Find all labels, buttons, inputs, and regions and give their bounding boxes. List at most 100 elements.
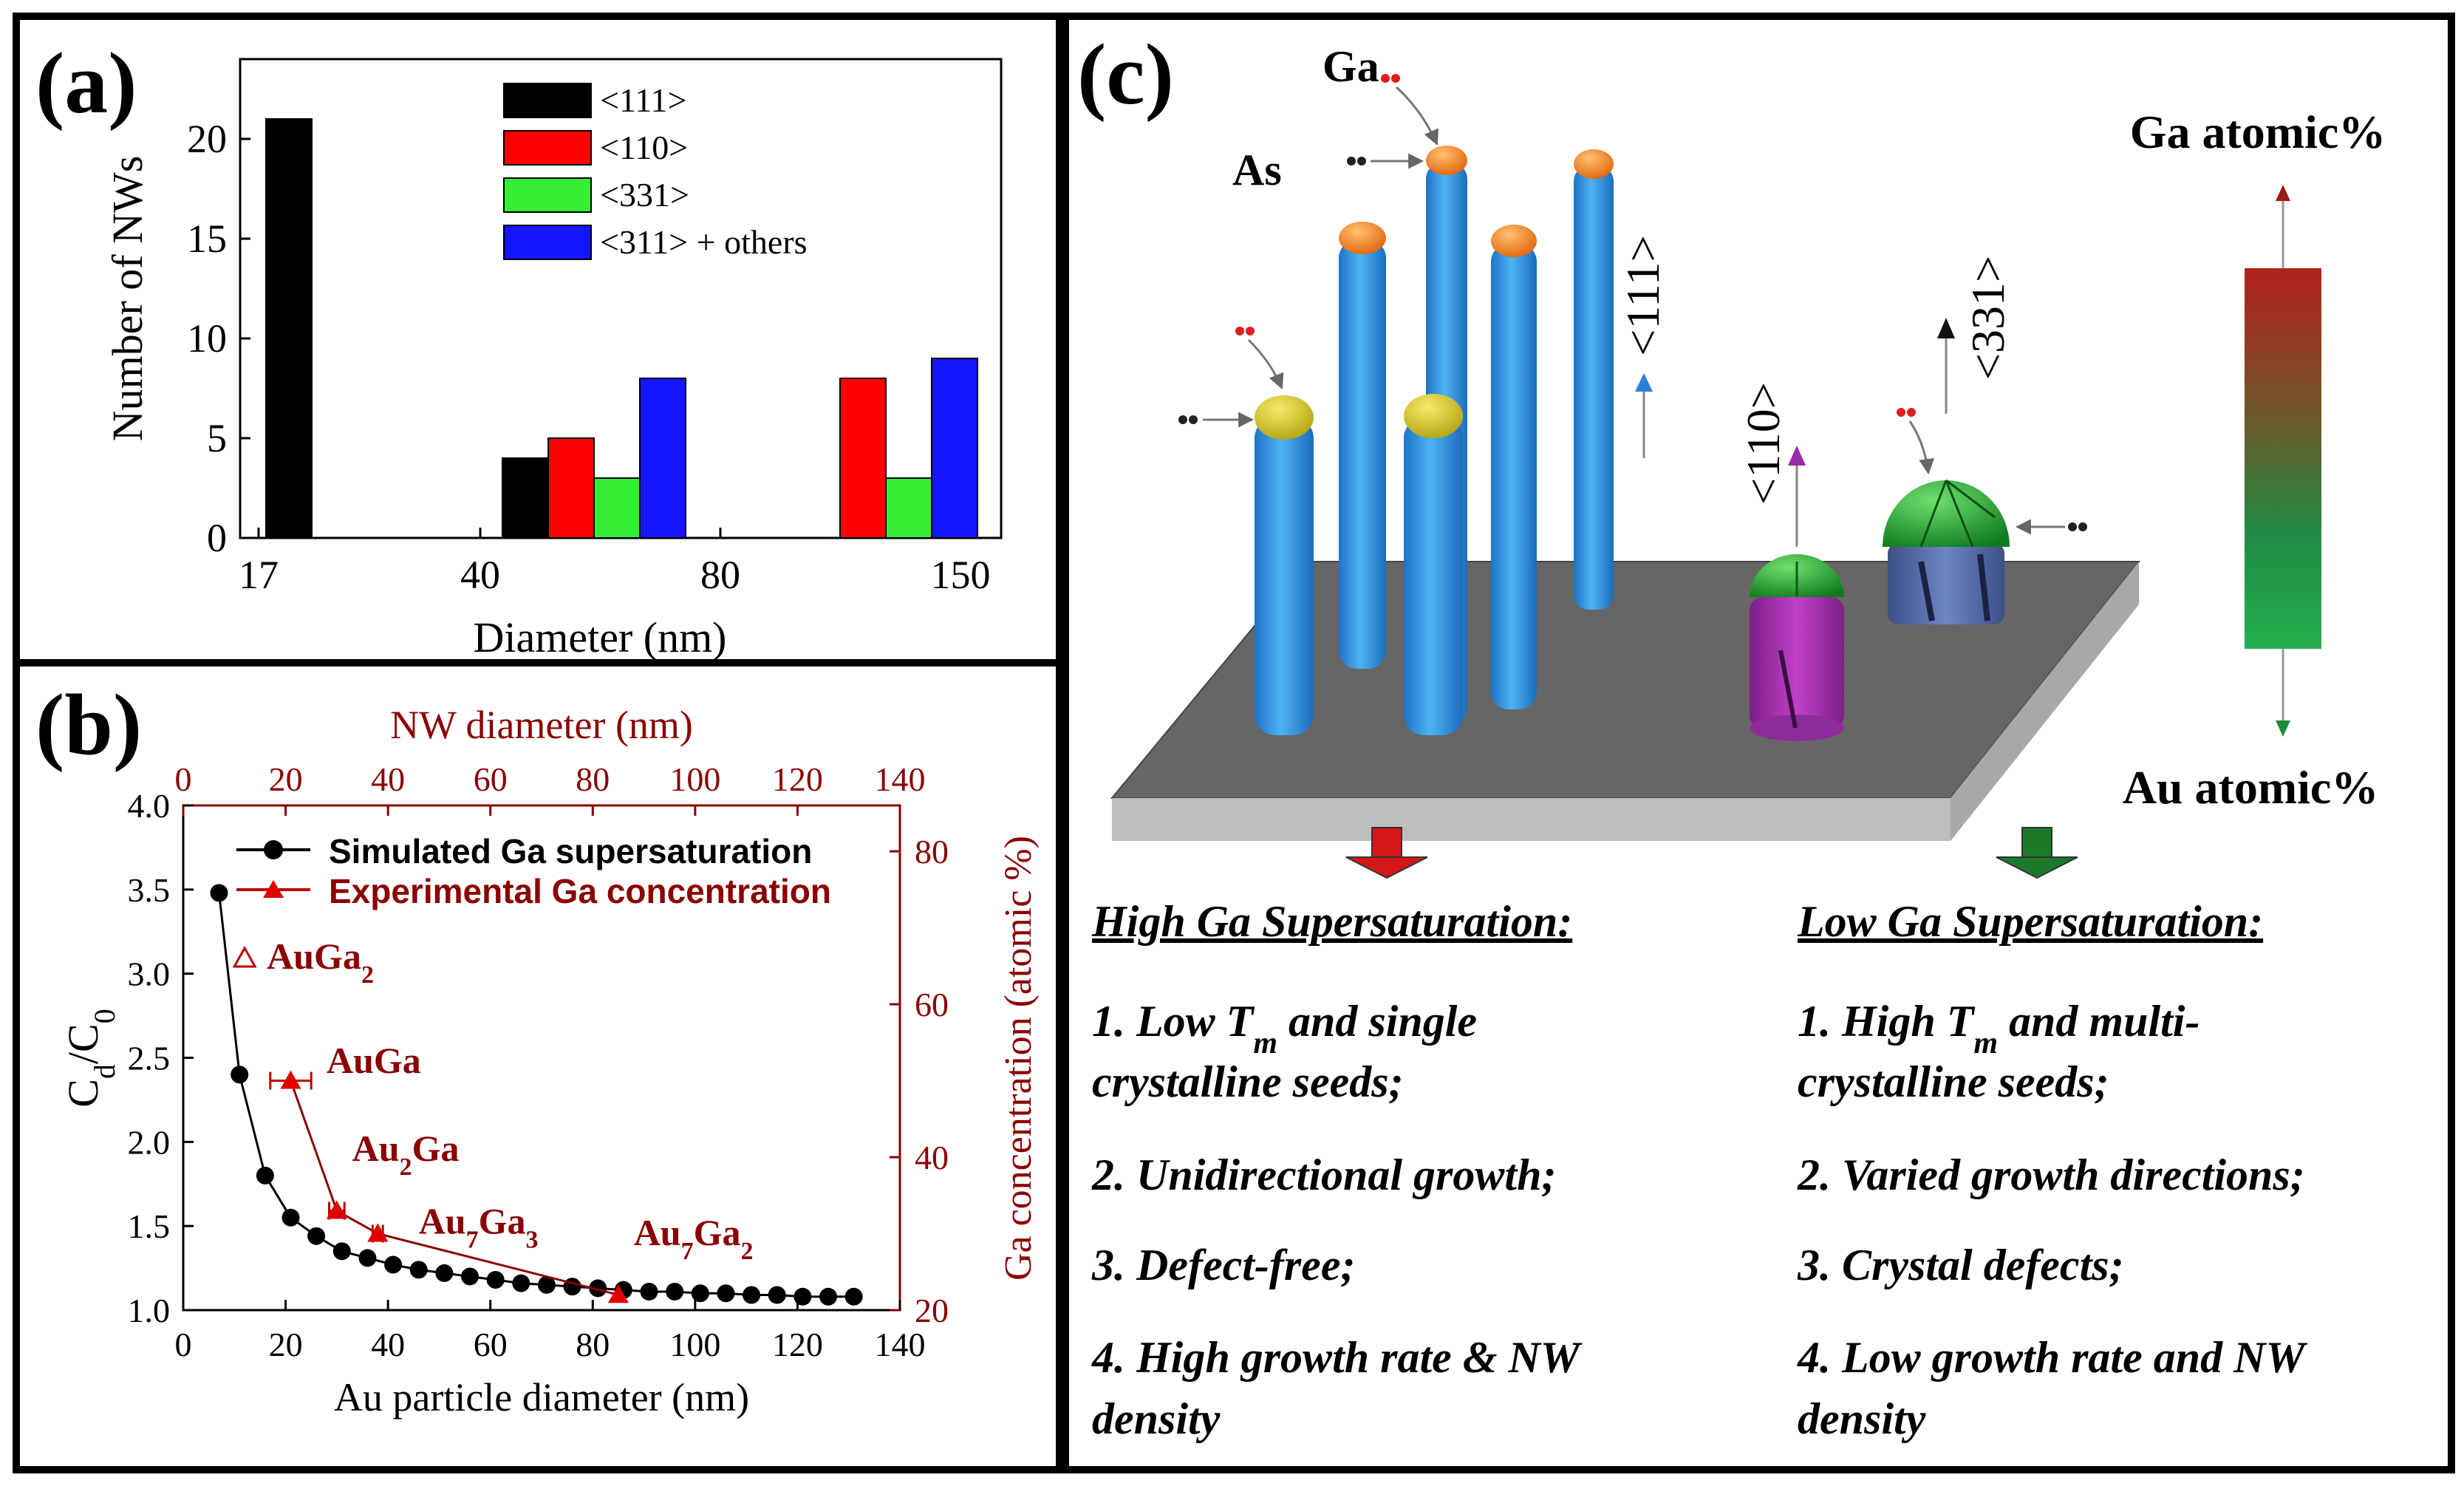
x-tick-label: 0: [175, 1326, 192, 1363]
panel-c-frame: [1062, 13, 2455, 1473]
data-point-simulated: [332, 1242, 351, 1261]
data-point-simulated: [666, 1282, 684, 1301]
data-point-simulated: [307, 1227, 326, 1245]
panel-a-ylabel: Number of NWs: [103, 156, 151, 442]
panel-a-y-ticks: 0 5 10 15 20: [187, 117, 250, 560]
y-tick-label: 4.0: [128, 787, 171, 825]
low-supersaturation-list: Low Ga Supersaturation: 1. High Tm and m…: [1797, 897, 2307, 1443]
panel-b: (b) 0 0 20 20 40 40 60 60 80 80 100 100 120 120 140 140…: [35, 676, 1040, 1419]
data-point-simulated: [281, 1208, 300, 1227]
data-point-experimental: [326, 1200, 347, 1219]
x2-tick-label: 140: [875, 760, 926, 798]
direction-arrow-110: [1788, 446, 1806, 547]
y-tick-label: 3.5: [128, 871, 171, 909]
data-point-simulated: [589, 1279, 607, 1298]
data-point-simulated: [409, 1261, 428, 1279]
x-tick-label: 120: [772, 1326, 823, 1363]
y-tick-label: 15: [187, 217, 227, 261]
panel-a: (a) 0 5 10 15 20 17 40 80 150 Number of NWs Dia…: [35, 35, 1003, 661]
panel-b-annotations: AuGa2 AuGa Au2Ga Au7Ga3 Au7Ga2: [232, 935, 754, 1265]
x2-tick-label: 20: [269, 760, 303, 798]
nanowire-111: [1574, 149, 1614, 610]
legend-label: <111>: [600, 81, 686, 119]
data-point-simulated: [210, 884, 228, 902]
bar: [593, 477, 641, 539]
big-arrow-high: [1345, 827, 1428, 879]
high-item-4: 4. High growth rate & NW: [1091, 1333, 1583, 1382]
y-tick-label: 10: [187, 316, 227, 361]
legend-marker-exp: [263, 880, 284, 898]
nanowire-111: [1491, 225, 1537, 709]
bar: [839, 378, 887, 539]
bar: [639, 378, 686, 539]
bar: [502, 457, 549, 539]
bar: [265, 118, 313, 539]
arrow-down-icon: [2276, 720, 2290, 737]
x-tick-label: 40: [460, 553, 500, 597]
data-point-experimental: [367, 1223, 389, 1242]
x-tick-label: 80: [700, 553, 740, 597]
legend-swatch: [503, 130, 592, 166]
x-tick-label: 60: [474, 1326, 508, 1363]
x2-tick-label: 60: [474, 760, 508, 798]
low-title: Low Ga Supersaturation:: [1797, 897, 2263, 946]
panel-b-label: (b): [35, 676, 142, 773]
legend-marker-sim: [264, 840, 283, 859]
nanowire-331: [1883, 479, 2010, 624]
as-label: As: [1232, 146, 1282, 194]
y-tick-label: 20: [187, 117, 227, 161]
panel-c: (c): [1077, 26, 2386, 1443]
high-supersaturation-list: High Ga Supersaturation: 1. Low Tm and s…: [1091, 897, 1583, 1443]
composition-bar-top-label: Ga atomic%: [2130, 106, 2386, 158]
phase-annotation: AuGa2: [267, 935, 374, 989]
high-item-2: 2. Unidirectional growth;: [1091, 1151, 1556, 1199]
y-tick-label: 5: [207, 416, 227, 460]
panel-b-xlabel: Au particle diameter (nm): [334, 1375, 749, 1419]
data-point-simulated: [563, 1278, 581, 1296]
phase-annotation: Au7Ga2: [634, 1212, 754, 1265]
big-arrow-low: [1996, 827, 2078, 879]
high-item-3: 3. Defect-free;: [1091, 1241, 1355, 1289]
bar: [885, 477, 932, 539]
x-tick-label: 140: [875, 1326, 926, 1363]
nanowire-group-111: [1255, 146, 1614, 735]
as-atom-markers: [1178, 157, 2087, 531]
high-item-1: 1. Low Tm and single: [1092, 997, 1477, 1060]
y-tick-label: 1.5: [128, 1207, 171, 1245]
data-point-simulated: [461, 1267, 479, 1286]
y2-tick-label: 80: [915, 833, 949, 870]
panel-b-legend: Simulated Ga supersaturation Experimenta…: [236, 832, 831, 910]
legend-label: <331>: [600, 176, 689, 214]
legend-swatch: [503, 83, 592, 118]
y-tick-label: 2.5: [128, 1040, 171, 1077]
ga-label: Ga: [1323, 42, 1379, 91]
nanowire-111: [1255, 395, 1314, 735]
panel-b-x2label: NW diameter (nm): [390, 703, 693, 747]
legend-label-exp: Experimental Ga concentration: [329, 872, 831, 910]
nanowire-111: [1404, 394, 1463, 735]
ga-atom-markers: [1235, 74, 1916, 417]
composition-bar: Ga atomic% Au atomic%: [2123, 106, 2386, 814]
panel-b-frame: [13, 659, 1063, 1473]
direction-arrow-111: [1635, 373, 1653, 458]
low-item-1-line2: crystalline seeds;: [1798, 1057, 2109, 1106]
data-point-simulated: [691, 1284, 709, 1303]
low-item-3: 3. Crystal defects;: [1797, 1241, 2124, 1289]
data-point-simulated: [819, 1287, 837, 1306]
x-tick-label: 100: [669, 1326, 720, 1363]
phase-annotation: Au7Ga3: [419, 1201, 539, 1254]
panel-frames: [13, 13, 2455, 1473]
legend-label: <110>: [600, 129, 688, 166]
legend-label: <311> + others: [600, 223, 808, 261]
legend-label-sim: Simulated Ga supersaturation: [329, 832, 812, 870]
direction-label-110: <110>: [1737, 382, 1789, 505]
x-tick-label: 17: [239, 553, 279, 597]
x-tick-label: 80: [576, 1326, 610, 1363]
x-tick-label: 20: [269, 1326, 303, 1363]
composition-bar-bottom-label: Au atomic%: [2123, 761, 2379, 814]
low-item-4: 4. Low growth rate and NW: [1797, 1333, 2307, 1382]
x-tick-label: 40: [371, 1326, 405, 1363]
atom-arrows: [1203, 86, 2065, 535]
data-point-simulated: [717, 1284, 735, 1303]
x2-tick-label: 80: [576, 760, 610, 798]
